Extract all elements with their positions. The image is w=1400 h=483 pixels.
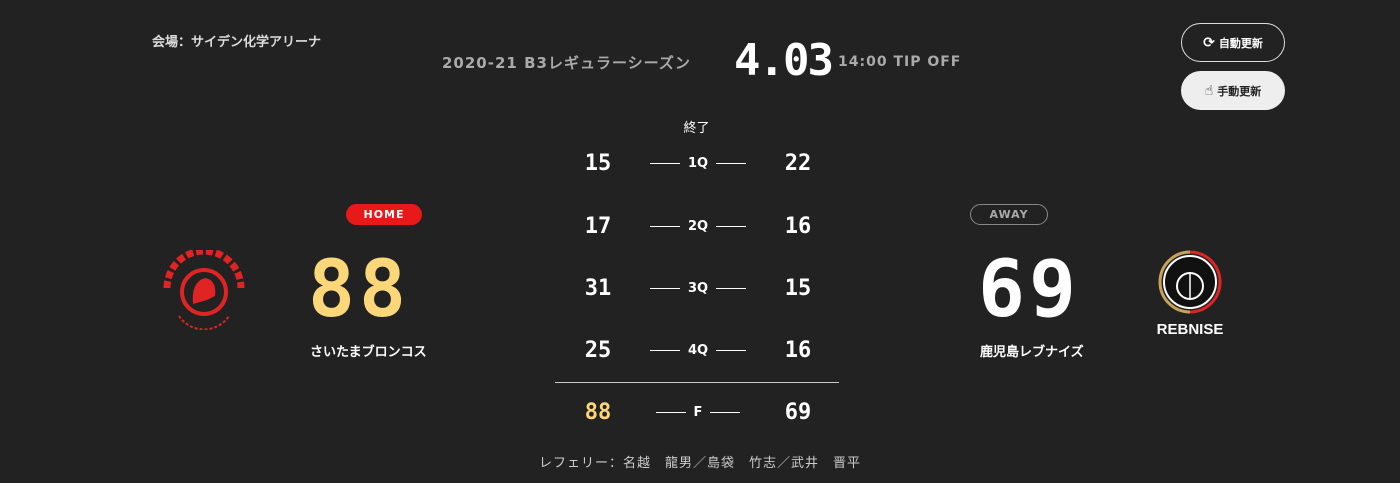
home-final-score: 88 xyxy=(584,399,612,425)
quarter-row: 25 4Q 16 xyxy=(553,335,843,365)
auto-refresh-label: 自動更新 xyxy=(1218,36,1263,50)
away-quarter-score: 16 xyxy=(784,213,812,239)
quarter-label: 4Q xyxy=(687,342,709,358)
rebnise-logo: REBNISE xyxy=(1157,250,1224,338)
season-label: 2020-21 B3レギュラーシーズン xyxy=(442,54,691,72)
hand-pointer-icon: ☝ xyxy=(1204,82,1214,99)
home-badge: HOME xyxy=(346,204,422,225)
refresh-icon: ⟳ xyxy=(1203,34,1215,51)
home-quarter-score: 17 xyxy=(584,213,612,239)
home-quarter-score: 31 xyxy=(584,275,612,301)
quarter-label: 3Q xyxy=(687,280,709,296)
manual-refresh-button[interactable]: ☝ 手動更新 xyxy=(1181,71,1285,110)
away-final-score: 69 xyxy=(784,399,812,425)
home-quarter-score: 15 xyxy=(584,150,612,176)
quarter-row: 31 3Q 15 xyxy=(553,273,843,303)
away-quarter-score: 15 xyxy=(784,275,812,301)
home-score: 88 xyxy=(308,245,410,335)
tipoff-time: 14:00 TIP OFF xyxy=(838,54,962,70)
quarter-row: 17 2Q 16 xyxy=(553,211,843,241)
quarter-label: 2Q xyxy=(687,218,709,234)
final-row: 88 F 69 xyxy=(553,397,843,427)
svg-text:REBNISE: REBNISE xyxy=(1157,321,1224,338)
auto-refresh-button[interactable]: ⟳ 自動更新 xyxy=(1181,23,1285,62)
final-label: F xyxy=(693,404,703,420)
away-score: 69 xyxy=(978,245,1080,335)
home-quarter-score: 25 xyxy=(584,337,612,363)
manual-refresh-label: 手動更新 xyxy=(1217,84,1262,98)
away-team-name: 鹿児島レブナイズ xyxy=(980,345,1084,360)
quarter-row: 15 1Q 22 xyxy=(553,148,843,178)
game-status: 終了 xyxy=(683,121,710,136)
divider xyxy=(555,382,839,383)
game-date: 4.03 xyxy=(734,35,834,86)
home-team-name: さいたまブロンコス xyxy=(310,345,427,360)
away-quarter-score: 16 xyxy=(784,337,812,363)
away-quarter-score: 22 xyxy=(784,150,812,176)
quarter-label: 1Q xyxy=(687,155,709,171)
venue: 会場：サイデン化学アリーナ xyxy=(152,35,322,50)
broncos-logo xyxy=(163,250,245,330)
away-badge: AWAY xyxy=(970,204,1048,225)
referees: レフェリー：名越 龍男／島袋 竹志／武井 晋平 xyxy=(538,456,861,471)
